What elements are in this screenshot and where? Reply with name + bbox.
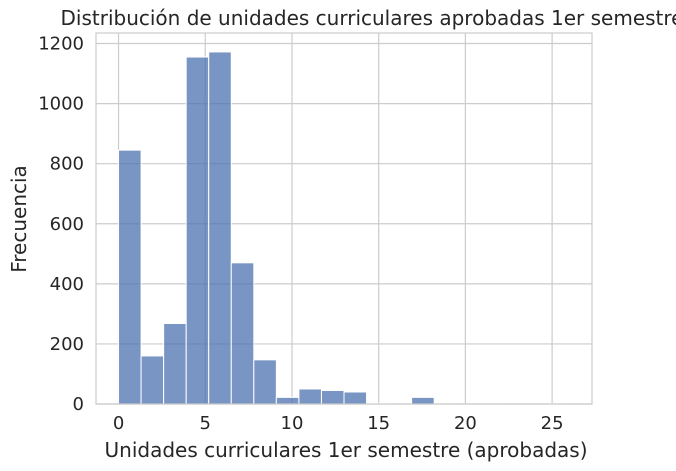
grid-lines (96, 33, 592, 405)
histogram-bar-1 (140, 355, 165, 405)
tick-labels: 0 5 10 15 20 25 0 200 400 600 800 1000 1200 (38, 34, 563, 434)
x-axis-label: Unidades curriculares 1er semestre (apro… (105, 438, 588, 462)
histogram-bar-2 (163, 322, 187, 405)
plot-frame (95, 32, 593, 405)
histogram-bar-3 (185, 56, 210, 405)
histogram-bar-8 (298, 388, 322, 405)
histogram-bar-6 (253, 359, 277, 405)
histogram-bar-5 (230, 262, 255, 405)
histogram-bars (118, 51, 570, 405)
x-tick-label: 25 (541, 413, 564, 434)
y-tick-label: 800 (50, 154, 84, 175)
y-tick-label: 200 (50, 334, 84, 355)
histogram-bar-13 (411, 396, 435, 405)
histogram-bar-4 (208, 51, 232, 405)
chart-title: Distribución de unidades curriculares ap… (61, 6, 676, 30)
y-tick-label: 600 (50, 214, 84, 235)
histogram-bar-10 (343, 391, 368, 405)
y-tick-label: 1000 (38, 94, 84, 115)
y-tick-label: 0 (73, 394, 84, 415)
x-tick-label: 20 (454, 413, 477, 434)
y-tick-label: 1200 (38, 34, 84, 55)
y-tick-label: 400 (50, 274, 84, 295)
x-tick-label: 10 (281, 413, 304, 434)
histogram-bar-7 (275, 396, 300, 405)
y-axis-label: Frecuencia (7, 165, 31, 273)
x-tick-label: 5 (200, 413, 211, 434)
histogram-bar-0 (118, 149, 142, 405)
x-tick-label: 15 (367, 413, 390, 434)
x-tick-label: 0 (113, 413, 124, 434)
histogram-bar-9 (320, 389, 345, 405)
